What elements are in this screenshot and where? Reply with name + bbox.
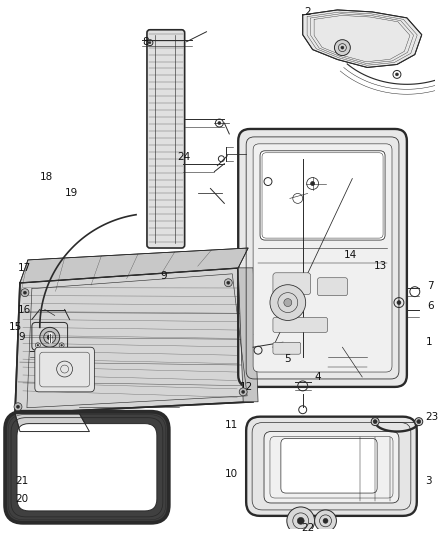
Ellipse shape xyxy=(24,291,26,294)
Ellipse shape xyxy=(61,344,63,346)
Text: 5: 5 xyxy=(285,354,291,364)
Ellipse shape xyxy=(149,42,151,44)
Ellipse shape xyxy=(417,419,421,424)
Ellipse shape xyxy=(270,285,306,320)
Text: 24: 24 xyxy=(177,152,190,161)
Ellipse shape xyxy=(397,301,401,304)
Ellipse shape xyxy=(314,510,336,532)
Text: 23: 23 xyxy=(425,411,438,422)
Text: 7: 7 xyxy=(427,281,434,290)
FancyBboxPatch shape xyxy=(318,278,347,296)
FancyBboxPatch shape xyxy=(260,151,385,240)
FancyBboxPatch shape xyxy=(264,432,399,503)
Polygon shape xyxy=(303,10,422,68)
FancyBboxPatch shape xyxy=(147,30,185,248)
Ellipse shape xyxy=(396,73,399,76)
FancyBboxPatch shape xyxy=(246,417,417,516)
Ellipse shape xyxy=(37,344,39,346)
Ellipse shape xyxy=(335,39,350,55)
Ellipse shape xyxy=(21,289,29,297)
Ellipse shape xyxy=(47,335,52,340)
FancyBboxPatch shape xyxy=(5,411,169,523)
Text: 11: 11 xyxy=(225,419,238,430)
Ellipse shape xyxy=(297,518,304,524)
Ellipse shape xyxy=(242,390,245,393)
Text: 15: 15 xyxy=(8,322,21,333)
Text: 19: 19 xyxy=(65,189,78,198)
FancyBboxPatch shape xyxy=(273,273,311,295)
FancyBboxPatch shape xyxy=(238,129,407,387)
Text: 8: 8 xyxy=(143,37,149,47)
FancyBboxPatch shape xyxy=(281,439,377,493)
Ellipse shape xyxy=(17,405,19,408)
Text: 3: 3 xyxy=(425,476,432,486)
FancyBboxPatch shape xyxy=(17,424,157,511)
Text: 17: 17 xyxy=(18,263,32,273)
Ellipse shape xyxy=(40,327,60,347)
Ellipse shape xyxy=(415,418,423,425)
Ellipse shape xyxy=(371,418,379,425)
Text: 18: 18 xyxy=(40,172,53,182)
Ellipse shape xyxy=(284,298,292,306)
Text: 14: 14 xyxy=(344,250,357,260)
Ellipse shape xyxy=(218,122,221,125)
Text: 9: 9 xyxy=(160,271,167,281)
Text: 22: 22 xyxy=(301,523,314,533)
Text: 6: 6 xyxy=(427,301,434,311)
FancyBboxPatch shape xyxy=(273,342,301,354)
Ellipse shape xyxy=(287,507,314,533)
FancyBboxPatch shape xyxy=(35,347,94,392)
Text: 21: 21 xyxy=(15,476,28,486)
Ellipse shape xyxy=(224,279,232,287)
Ellipse shape xyxy=(14,403,22,411)
Text: 10: 10 xyxy=(225,469,238,479)
FancyBboxPatch shape xyxy=(32,322,67,350)
Text: 12: 12 xyxy=(240,382,253,392)
Ellipse shape xyxy=(239,388,247,396)
Text: 16: 16 xyxy=(18,304,32,314)
Polygon shape xyxy=(15,268,253,414)
Text: 13: 13 xyxy=(374,261,387,271)
Text: 20: 20 xyxy=(15,494,28,504)
Ellipse shape xyxy=(311,182,314,185)
FancyBboxPatch shape xyxy=(273,318,328,333)
Text: 4: 4 xyxy=(314,372,321,382)
Ellipse shape xyxy=(323,519,328,523)
Polygon shape xyxy=(20,248,248,282)
Polygon shape xyxy=(238,268,258,402)
Polygon shape xyxy=(15,414,89,432)
Ellipse shape xyxy=(227,281,230,284)
Text: 9: 9 xyxy=(19,332,25,342)
Ellipse shape xyxy=(373,419,377,424)
Text: 2: 2 xyxy=(304,7,311,17)
Text: 1: 1 xyxy=(425,337,432,348)
Ellipse shape xyxy=(341,46,344,49)
FancyBboxPatch shape xyxy=(253,144,392,372)
